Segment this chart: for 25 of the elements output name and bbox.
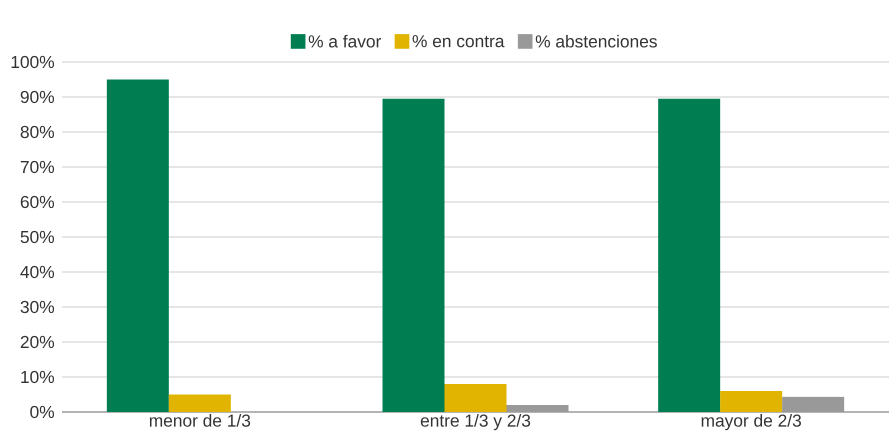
bar <box>444 384 507 412</box>
y-tick-label: 20% <box>20 336 54 348</box>
bar <box>106 79 169 412</box>
y-tick-label: 60% <box>20 196 54 208</box>
y-tick-label: 0% <box>30 406 54 418</box>
bar <box>782 396 844 412</box>
x-tick-label: menor de 1/3 <box>150 414 250 427</box>
bar <box>658 98 720 412</box>
y-tick-label: 40% <box>20 266 54 278</box>
bar <box>168 394 231 412</box>
y-tick-label: 50% <box>20 230 54 244</box>
legend-label: % en contra <box>412 35 504 48</box>
bar <box>506 404 568 412</box>
x-tick-label: entre 1/3 y 2/3 <box>420 414 530 430</box>
y-tick-label: 10% <box>21 370 54 384</box>
y-tick-label: 80% <box>20 126 54 138</box>
x-tick-label: mayor de 2/3 <box>702 414 801 430</box>
y-tick-label: 30% <box>20 300 54 314</box>
legend-label: % a favor <box>308 34 382 48</box>
legend-label: % abstenciones <box>536 34 657 48</box>
y-tick-label: 70% <box>20 160 54 174</box>
y-tick-label: 100% <box>12 56 54 68</box>
bar <box>382 98 445 412</box>
y-tick-label: 90% <box>20 90 54 104</box>
bar <box>720 390 782 412</box>
